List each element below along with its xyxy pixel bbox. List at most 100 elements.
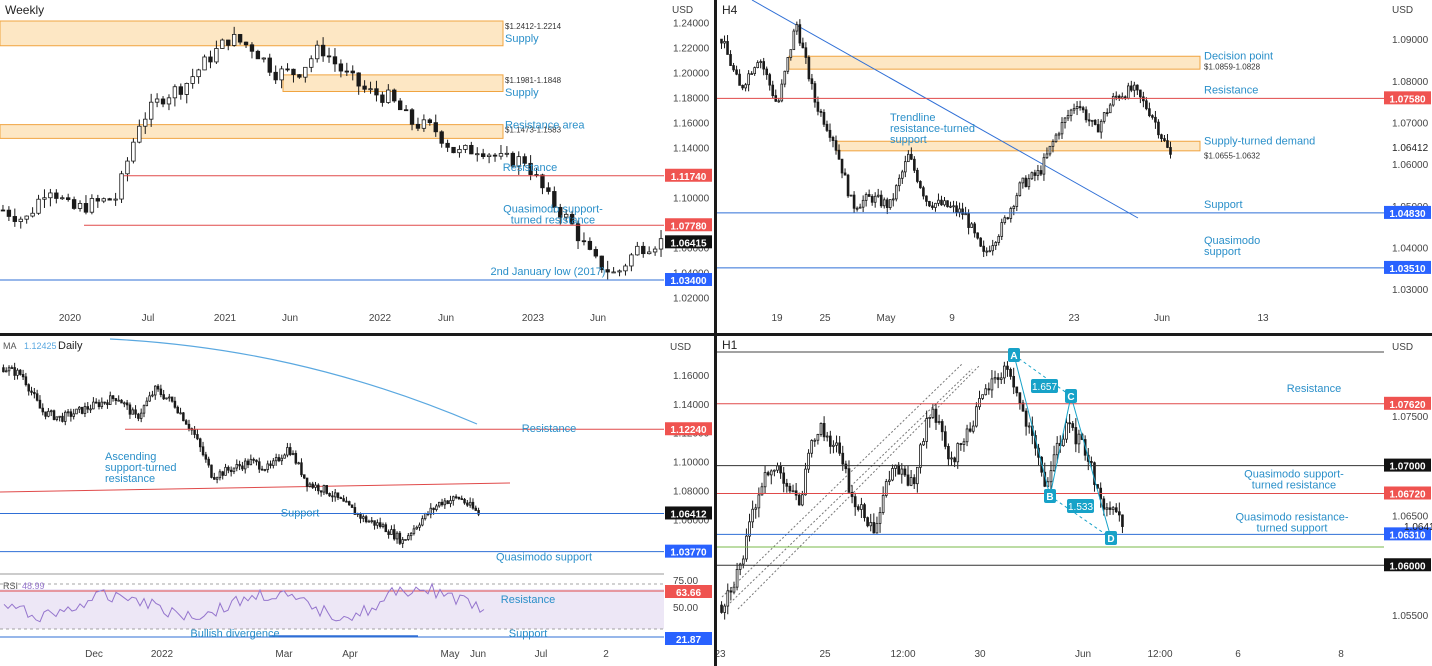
candle-body	[959, 443, 963, 445]
candle-body	[909, 477, 913, 486]
candle-body	[1151, 115, 1154, 118]
candle-body	[729, 590, 733, 593]
candle-body	[338, 63, 344, 72]
candle-body	[148, 101, 154, 120]
candle-body	[894, 185, 898, 200]
candle-body	[160, 98, 166, 105]
candle-body	[528, 162, 533, 175]
price-tag-text: 1.07000	[1389, 462, 1426, 473]
candle-body	[757, 494, 761, 509]
candle-body	[403, 109, 409, 112]
candle-body	[35, 393, 39, 401]
candle-body	[1012, 206, 1016, 209]
candle-body	[1024, 410, 1028, 427]
zone-range-label: $1.1473-1.1583	[505, 126, 562, 135]
candle-body	[1060, 122, 1064, 135]
candle-body	[552, 191, 557, 208]
candle-body	[962, 441, 966, 445]
x-tick-label: Jun	[470, 649, 486, 660]
rsi-upper-tag-bg	[665, 585, 712, 598]
candle-body	[910, 153, 913, 160]
candle-body	[297, 462, 300, 465]
candle-body	[999, 377, 1003, 380]
candle-body	[750, 73, 753, 75]
candle-body	[353, 507, 357, 515]
candle-body	[819, 423, 823, 435]
rsi-band	[0, 589, 664, 629]
candle-body	[21, 374, 25, 378]
x-tick-label: 25	[819, 649, 831, 660]
candle-body	[196, 69, 201, 78]
candle-body	[891, 468, 894, 481]
candle-body	[381, 524, 385, 527]
channel-line	[737, 364, 981, 610]
candle-body	[137, 125, 142, 143]
candle-body	[1030, 172, 1034, 180]
rsi-upper-tag-text: 63.66	[676, 588, 701, 599]
candle-body	[996, 377, 1000, 380]
candle-body	[1108, 104, 1112, 114]
candle-body	[94, 401, 98, 404]
harmonic-leg	[1013, 354, 1112, 539]
candle-body	[272, 460, 275, 466]
candle-body	[779, 465, 782, 474]
candle-body	[982, 245, 985, 252]
currency-label: USD	[1392, 5, 1413, 16]
candle-body	[897, 177, 901, 187]
candle-body	[261, 57, 266, 60]
candle-body	[822, 112, 826, 125]
candle-body	[919, 444, 922, 468]
candle-body	[797, 494, 801, 506]
candle-body	[196, 434, 199, 440]
candle-body	[125, 402, 129, 406]
candle-body	[117, 399, 120, 402]
current-price-tag-text: 1.06415	[670, 238, 707, 249]
price-tag-text: 1.12240	[670, 425, 707, 436]
candle-body	[480, 153, 486, 157]
candle-body	[837, 149, 841, 160]
x-tick-label: 8	[1338, 649, 1344, 660]
candle-body	[451, 146, 456, 154]
candle-body	[973, 223, 976, 234]
candle-body	[433, 122, 438, 133]
level-label: Quasimodo support-turned resistance	[503, 203, 603, 226]
candle-body	[134, 409, 137, 415]
candle-body	[283, 454, 286, 459]
price-tag: 1.07780	[665, 218, 712, 232]
candle-body	[446, 500, 449, 504]
candle-body	[1078, 106, 1082, 109]
candle-body	[238, 464, 241, 467]
candle-body	[1021, 402, 1025, 412]
candle-body	[1018, 392, 1022, 404]
candle-body	[114, 398, 118, 401]
candle-body	[86, 406, 90, 410]
candle-body	[277, 457, 281, 462]
candle-body	[100, 401, 104, 408]
candle-body	[853, 496, 857, 508]
candle-body	[103, 401, 106, 404]
price-tag-text: 1.06412	[670, 509, 707, 520]
candle-body	[768, 74, 772, 86]
candle-body	[409, 109, 415, 125]
candle-body	[762, 61, 765, 70]
candle-body	[735, 69, 738, 75]
candle-body	[153, 385, 157, 396]
y-tick-label: 1.02000	[673, 294, 710, 305]
candle-body	[367, 520, 371, 523]
chart-title: Daily	[58, 340, 83, 352]
x-tick-label: 23	[1068, 313, 1080, 324]
candle-body	[179, 412, 182, 415]
candle-body	[47, 410, 50, 417]
x-tick-label: 6	[1235, 649, 1241, 660]
candle-body	[785, 482, 789, 487]
price-tag-bg	[665, 506, 712, 520]
zone-range-label: $1.1981-1.1848	[505, 76, 562, 85]
candle-body	[123, 402, 126, 405]
candle-body	[437, 501, 441, 507]
candle-body	[280, 457, 284, 462]
candle-body	[759, 61, 762, 63]
candle-body	[1069, 109, 1073, 116]
candle-body	[1130, 85, 1133, 91]
candle-body	[319, 490, 323, 493]
candle-body	[267, 57, 272, 73]
